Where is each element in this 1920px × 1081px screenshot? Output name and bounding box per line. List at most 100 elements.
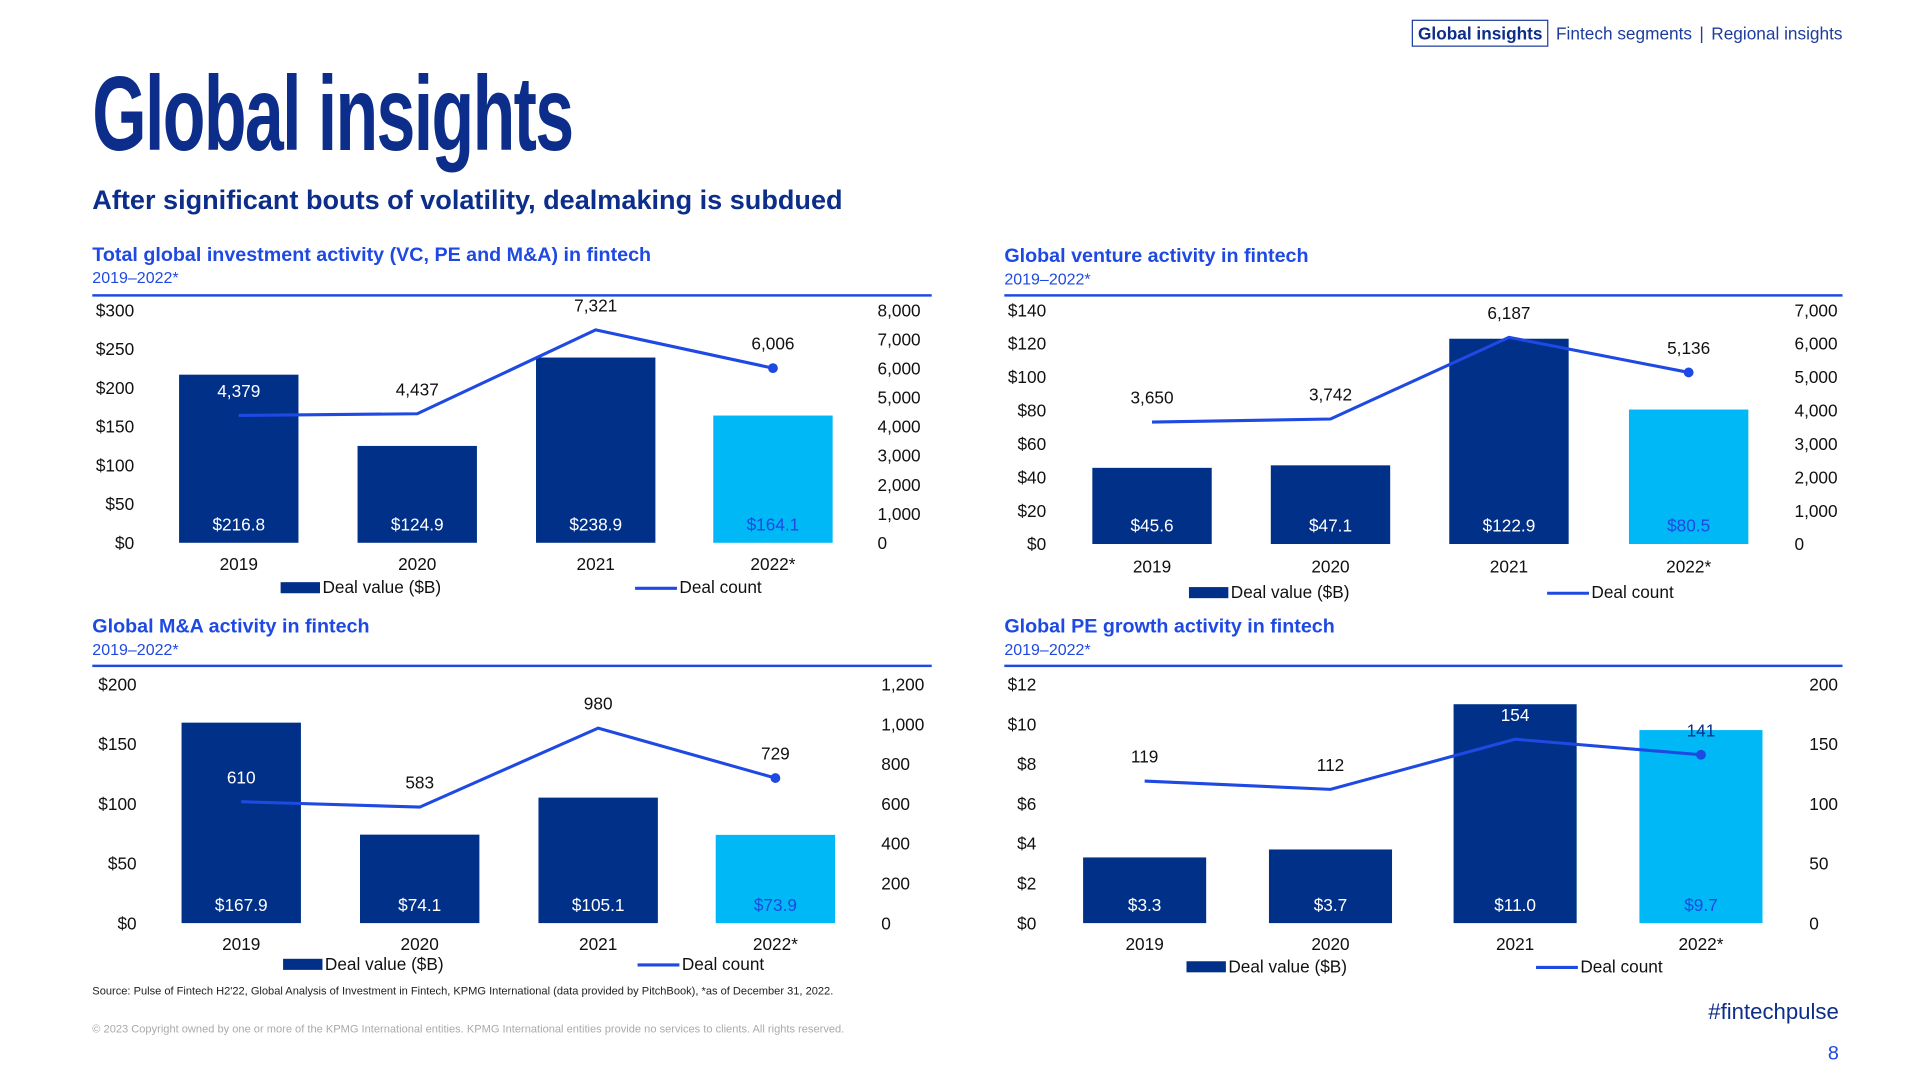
chart-divider xyxy=(1004,294,1843,297)
left-axis-tick: $200 xyxy=(96,378,134,398)
bar-value-label: $45.6 xyxy=(1130,516,1173,536)
chart-title: Global M&A activity in fintech xyxy=(92,616,370,638)
left-axis-tick: $12 xyxy=(1008,674,1037,694)
bar-value-label: $167.9 xyxy=(215,895,268,915)
legend-bar-swatch xyxy=(280,582,321,594)
bar-value-label: $124.9 xyxy=(391,514,444,534)
right-axis-tick: 6,000 xyxy=(878,358,921,378)
legend-deal-value: Deal value ($B) xyxy=(1228,956,1347,976)
page-number: 8 xyxy=(1827,1043,1839,1065)
right-axis-tick: 3,000 xyxy=(878,446,921,466)
chart-title: Global PE growth activity in fintech xyxy=(1004,616,1335,638)
legend-deal-count: Deal count xyxy=(1580,956,1663,976)
chart-divider xyxy=(92,294,932,297)
bar-value-label: $164.1 xyxy=(747,514,800,534)
bar-deal-value xyxy=(713,415,833,543)
right-axis-tick: 100 xyxy=(1809,794,1838,814)
deal-count-line xyxy=(238,328,774,417)
right-axis-tick: 4,000 xyxy=(1795,401,1838,421)
right-axis-tick: 1,000 xyxy=(881,714,924,734)
bar-deal-value xyxy=(360,834,480,924)
left-axis-tick: $250 xyxy=(96,339,134,359)
deal-count-label: 4,379 xyxy=(217,381,260,401)
category-label: 2021 xyxy=(1490,556,1528,576)
copyright: © 2023 Copyright owned by one or more of… xyxy=(92,1022,845,1036)
nav-fintech-segments[interactable]: Fintech segments xyxy=(1556,23,1693,44)
left-axis-tick: $8 xyxy=(1017,754,1036,774)
deal-count-label: 154 xyxy=(1501,705,1530,725)
deal-count-marker xyxy=(1683,367,1694,378)
bar-value-label: $3.3 xyxy=(1128,895,1162,915)
left-axis-tick: $60 xyxy=(1017,434,1046,454)
category-label: 2022* xyxy=(750,554,795,574)
chart-title: Total global investment activity (VC, PE… xyxy=(92,244,652,266)
left-axis-tick: $40 xyxy=(1017,467,1046,487)
left-axis-tick: $10 xyxy=(1008,714,1037,734)
right-axis-tick: 0 xyxy=(878,533,888,553)
right-axis-tick: 600 xyxy=(881,794,910,814)
legend-bar-swatch xyxy=(1186,961,1226,973)
deal-count-label: 6,187 xyxy=(1487,303,1530,323)
bar-deal-value xyxy=(1628,409,1749,545)
bar-deal-value xyxy=(1092,467,1212,545)
bar-value-label: $122.9 xyxy=(1483,516,1536,536)
category-label: 2021 xyxy=(577,554,615,574)
deal-count-label: 7,321 xyxy=(574,295,617,315)
left-axis-tick: $100 xyxy=(1008,367,1046,387)
bar-value-label: $3.7 xyxy=(1314,895,1348,915)
right-axis-tick: 4,000 xyxy=(878,417,921,437)
legend-deal-value: Deal value ($B) xyxy=(325,954,444,974)
right-axis-tick: 0 xyxy=(881,913,891,933)
category-label: 2021 xyxy=(579,934,617,954)
right-axis-tick: 150 xyxy=(1809,734,1838,754)
nav-global-insights[interactable]: Global insights xyxy=(1411,19,1549,47)
bar-value-label: $73.9 xyxy=(754,895,797,915)
right-axis-tick: 5,000 xyxy=(878,388,921,408)
bar-deal-value xyxy=(715,834,836,924)
deal-count-label: 141 xyxy=(1687,720,1716,740)
chart-divider xyxy=(1004,664,1843,668)
right-axis-tick: 7,000 xyxy=(878,329,921,349)
left-axis-tick: $120 xyxy=(1008,334,1046,354)
category-label: 2019 xyxy=(1125,934,1163,954)
left-axis-tick: $50 xyxy=(105,494,134,514)
right-axis-tick: 7,000 xyxy=(1795,300,1838,320)
bar-value-label: $47.1 xyxy=(1309,516,1352,536)
bar-deal-value xyxy=(179,374,299,543)
left-axis-tick: $140 xyxy=(1008,300,1046,320)
bar-value-label: $216.8 xyxy=(212,514,265,534)
category-label: 2020 xyxy=(401,934,439,954)
left-axis-tick: $0 xyxy=(1017,913,1036,933)
category-label: 2021 xyxy=(1496,934,1534,954)
legend-deal-count: Deal count xyxy=(682,954,765,974)
left-axis-tick: $0 xyxy=(115,533,134,553)
left-axis-tick: $0 xyxy=(1027,534,1046,554)
page-title: Global insights xyxy=(92,55,574,174)
left-axis-tick: $50 xyxy=(108,854,137,874)
category-label: 2019 xyxy=(220,554,258,574)
right-axis-tick: 1,200 xyxy=(881,674,924,694)
category-label: 2022* xyxy=(1678,934,1723,954)
deal-count-label: 4,437 xyxy=(396,379,439,399)
deal-count-label: 3,650 xyxy=(1130,388,1173,408)
nav-regional-insights[interactable]: Regional insights xyxy=(1711,23,1843,44)
deal-count-label: 980 xyxy=(584,694,613,714)
right-axis-tick: 1,000 xyxy=(1795,501,1838,521)
right-axis-tick: 5,000 xyxy=(1795,367,1838,387)
right-axis-tick: 50 xyxy=(1809,854,1828,874)
category-label: 2020 xyxy=(1311,934,1349,954)
bar-value-label: $80.5 xyxy=(1667,516,1710,536)
left-axis-tick: $2 xyxy=(1017,873,1036,893)
chart-divider xyxy=(92,664,932,668)
deal-count-label: 112 xyxy=(1317,755,1344,775)
legend-deal-count: Deal count xyxy=(1591,582,1674,602)
right-axis-tick: 800 xyxy=(881,754,910,774)
hashtag-link[interactable]: #fintechpulse xyxy=(1708,999,1839,1025)
left-axis-tick: $300 xyxy=(96,300,134,320)
left-axis-tick: $100 xyxy=(96,455,134,475)
right-axis-tick: 1,000 xyxy=(878,504,921,524)
deal-count-label: 5,136 xyxy=(1667,338,1710,358)
right-axis-tick: 2,000 xyxy=(1795,467,1838,487)
left-axis-tick: $150 xyxy=(96,417,134,437)
left-axis-tick: $0 xyxy=(117,913,136,933)
